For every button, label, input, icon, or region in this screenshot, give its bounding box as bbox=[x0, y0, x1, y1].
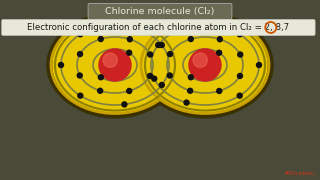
Circle shape bbox=[168, 51, 172, 57]
Ellipse shape bbox=[143, 20, 267, 114]
Circle shape bbox=[217, 50, 222, 55]
Text: Chlorine molecule (Cl₂): Chlorine molecule (Cl₂) bbox=[105, 7, 215, 16]
Circle shape bbox=[98, 75, 103, 80]
Circle shape bbox=[237, 73, 243, 78]
Circle shape bbox=[156, 42, 161, 48]
Circle shape bbox=[98, 88, 103, 93]
Ellipse shape bbox=[143, 18, 267, 112]
Ellipse shape bbox=[53, 24, 177, 118]
Circle shape bbox=[78, 93, 83, 98]
Circle shape bbox=[77, 73, 82, 78]
Circle shape bbox=[78, 32, 83, 37]
Circle shape bbox=[122, 23, 127, 28]
Circle shape bbox=[189, 49, 221, 81]
Circle shape bbox=[99, 49, 131, 81]
Circle shape bbox=[98, 37, 103, 42]
Circle shape bbox=[257, 62, 261, 68]
Circle shape bbox=[59, 62, 63, 68]
FancyBboxPatch shape bbox=[88, 3, 232, 19]
Circle shape bbox=[159, 82, 164, 87]
Circle shape bbox=[159, 42, 164, 48]
Circle shape bbox=[167, 73, 172, 78]
Circle shape bbox=[77, 51, 83, 57]
Text: MBSAcademic: MBSAcademic bbox=[284, 171, 316, 176]
Circle shape bbox=[184, 100, 189, 105]
Circle shape bbox=[217, 37, 222, 42]
Circle shape bbox=[237, 32, 242, 37]
Circle shape bbox=[103, 53, 117, 67]
Circle shape bbox=[217, 88, 222, 93]
Text: Electronic configuration of each chlorine atom in Cl₂ = 2, 8,7: Electronic configuration of each chlorin… bbox=[27, 23, 290, 32]
Circle shape bbox=[193, 53, 207, 67]
Circle shape bbox=[122, 102, 127, 107]
FancyBboxPatch shape bbox=[2, 19, 315, 35]
Circle shape bbox=[188, 37, 193, 42]
Circle shape bbox=[148, 73, 152, 78]
Circle shape bbox=[238, 52, 243, 57]
Circle shape bbox=[193, 23, 198, 28]
Circle shape bbox=[152, 76, 157, 81]
Circle shape bbox=[237, 93, 242, 98]
Ellipse shape bbox=[53, 18, 177, 112]
Circle shape bbox=[188, 75, 193, 80]
Circle shape bbox=[188, 88, 193, 93]
Circle shape bbox=[148, 52, 153, 57]
Ellipse shape bbox=[53, 20, 177, 114]
Ellipse shape bbox=[143, 24, 267, 118]
Circle shape bbox=[127, 88, 132, 93]
Circle shape bbox=[127, 37, 132, 42]
Ellipse shape bbox=[143, 22, 267, 116]
Circle shape bbox=[127, 50, 132, 55]
Ellipse shape bbox=[53, 22, 177, 116]
